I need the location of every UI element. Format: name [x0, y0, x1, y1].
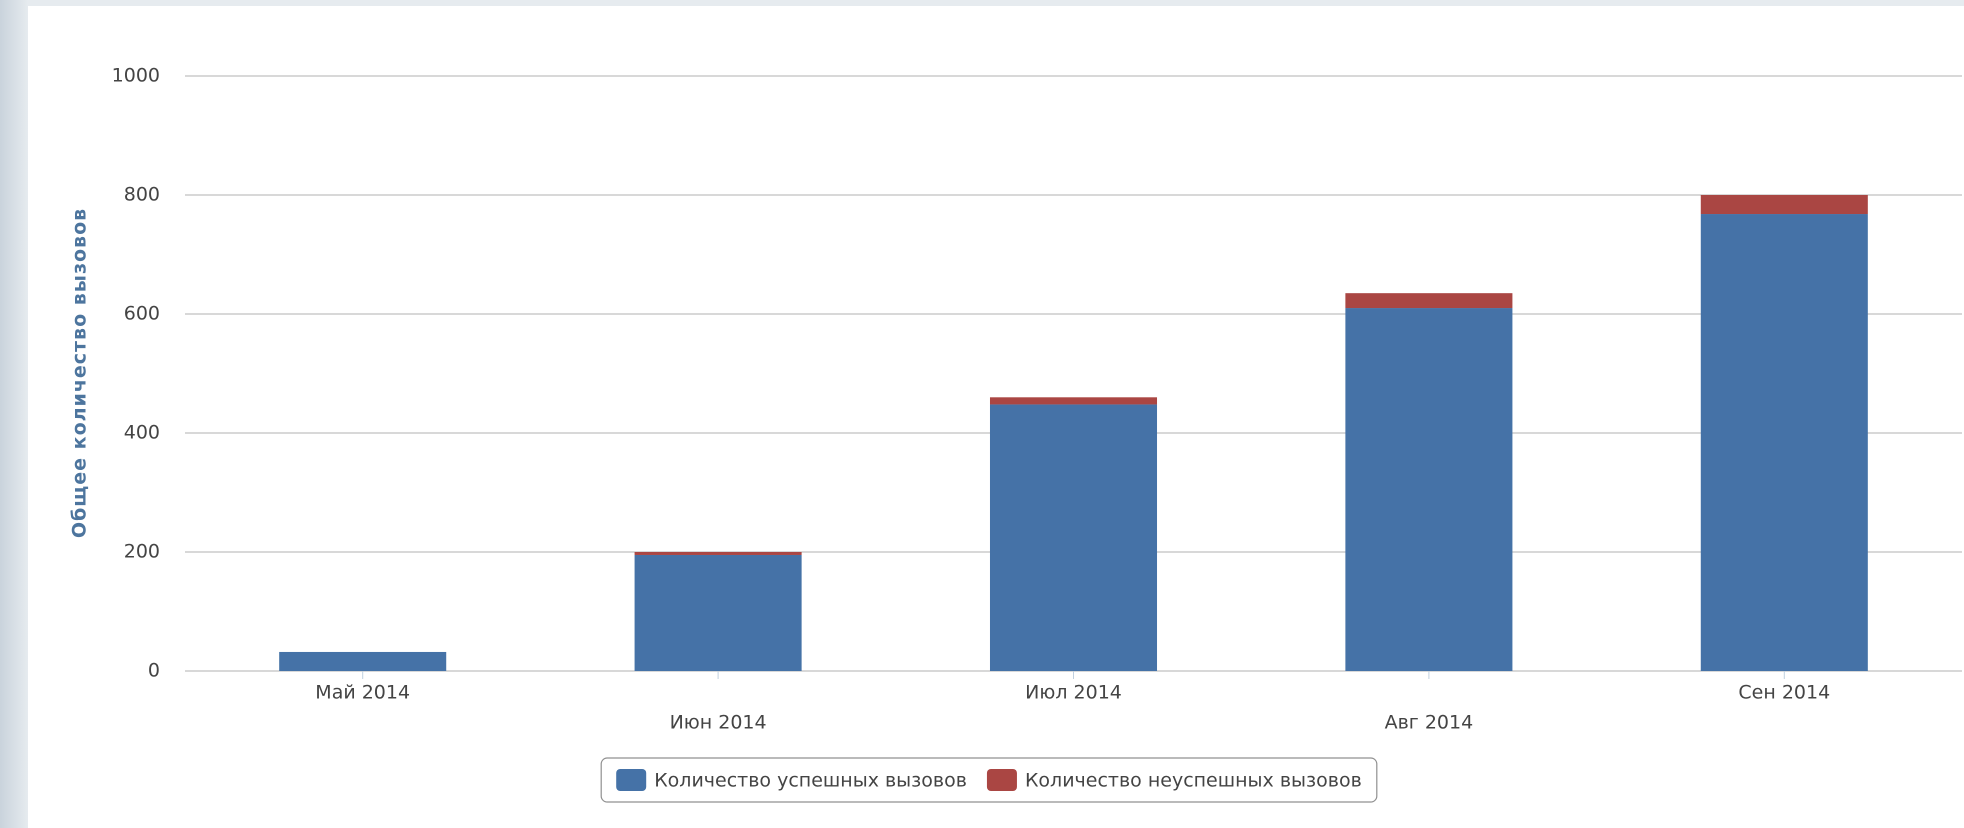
- bar-segment: [1345, 308, 1513, 671]
- bar-segment: [634, 554, 802, 671]
- y-tick-label: 200: [124, 541, 160, 563]
- legend: Количество успешных вызовов Количество не…: [600, 757, 1378, 803]
- x-tick-label: Авг 2014: [1385, 712, 1474, 734]
- bar-segment: [1700, 195, 1868, 215]
- y-tick-label: 400: [124, 422, 160, 444]
- x-tick-label: Май 2014: [315, 682, 410, 704]
- legend-swatch: [986, 769, 1017, 791]
- bar-segment: [279, 651, 447, 671]
- x-tick-label: Июн 2014: [670, 712, 767, 734]
- y-axis-title: Общее количество вызовов: [69, 208, 91, 538]
- y-tick-label: 600: [124, 303, 160, 325]
- bar-segment: [1700, 214, 1868, 672]
- y-tick-label: 0: [148, 660, 160, 682]
- bar-segment: [1345, 293, 1513, 309]
- x-tick-label: Сен 2014: [1738, 682, 1830, 704]
- bar-segment: [634, 552, 802, 555]
- bar-segment: [989, 404, 1158, 671]
- bar-segment: [989, 397, 1158, 405]
- y-tick-label: 1000: [112, 65, 160, 87]
- y-tick-label: 800: [124, 184, 160, 206]
- legend-swatch: [616, 769, 647, 791]
- legend-label: Количество успешных вызовов: [654, 770, 967, 792]
- legend-label: Количество неуспешных вызовов: [1025, 770, 1362, 792]
- x-tick-label: Июл 2014: [1025, 682, 1122, 704]
